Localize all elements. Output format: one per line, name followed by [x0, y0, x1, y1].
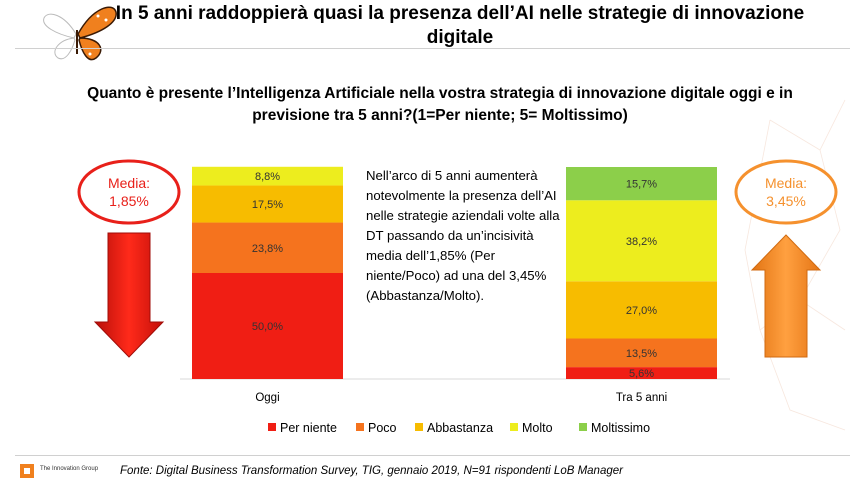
footer-brand: The Innovation Group [40, 466, 99, 472]
bar-segment [566, 338, 717, 368]
legend-swatch [356, 423, 364, 431]
bar-segment [566, 200, 717, 282]
bar-segment [566, 167, 717, 201]
bar-segment [566, 367, 717, 379]
legend-item: Moltissimo [579, 421, 650, 435]
legend-swatch [579, 423, 587, 431]
left-average-badge: Media: 1,85% [77, 159, 181, 225]
data-label: 38,2% [626, 236, 657, 248]
legend-label: Molto [522, 421, 553, 435]
chart-commentary: Nell’arco di 5 anni aumenterà notevolmen… [366, 168, 560, 303]
category-label: Tra 5 anni [616, 392, 667, 404]
right-badge-value: 3,45% [766, 193, 806, 209]
bar-segment [192, 222, 343, 273]
up-arrow-icon [750, 234, 822, 358]
right-badge-label: Media: [765, 175, 807, 191]
data-label: 27,0% [626, 305, 657, 317]
data-label: 8,8% [255, 171, 280, 183]
legend-item: Poco [356, 421, 397, 435]
legend: Per niente Poco Abbastanza Molto Moltissimo [268, 421, 650, 435]
bar-segment [192, 166, 343, 186]
data-label: 13,5% [626, 348, 657, 360]
legend-swatch [415, 423, 423, 431]
bar-segment [566, 281, 717, 339]
left-badge-label: Media: [108, 175, 150, 191]
decorative-network [744, 99, 846, 431]
footer-divider [15, 455, 850, 456]
segment-labels-group: 50,0% 23,8% 17,5% 8,8% 5,6% 13,5% 27,0% 38,2% 15… [252, 171, 657, 380]
category-label: Oggi [255, 392, 279, 404]
tig-logo-icon [20, 464, 34, 478]
left-badge-value: 1,85% [109, 193, 149, 209]
page-title: In 5 anni raddoppierà quasi la presenza … [115, 3, 805, 48]
legend-label: Per niente [280, 421, 337, 435]
header-divider [15, 48, 850, 49]
legend-swatch [268, 423, 276, 431]
bars-group [192, 166, 717, 379]
legend-label: Moltissimo [591, 421, 650, 435]
data-label: 17,5% [252, 199, 283, 211]
category-labels-group: Oggi Tra 5 anni [255, 392, 667, 404]
right-average-badge: Media: 3,45% [734, 159, 838, 225]
legend-item: Abbastanza [415, 421, 493, 435]
legend-label: Abbastanza [427, 421, 493, 435]
legend-swatch [510, 423, 518, 431]
legend-item: Molto [510, 421, 553, 435]
source-note: Fonte: Digital Business Transformation S… [120, 465, 623, 477]
bar-segment [192, 185, 343, 223]
data-label: 15,7% [626, 179, 657, 191]
down-arrow-icon [93, 232, 165, 358]
data-label: 50,0% [252, 321, 283, 333]
bar-segment [192, 273, 343, 379]
legend-label: Poco [368, 421, 397, 435]
data-label: 5,6% [629, 368, 654, 380]
legend-item: Per niente [268, 421, 337, 435]
data-label: 23,8% [252, 243, 283, 255]
chart-question: Quanto è presente l’Intelligenza Artific… [87, 85, 793, 124]
